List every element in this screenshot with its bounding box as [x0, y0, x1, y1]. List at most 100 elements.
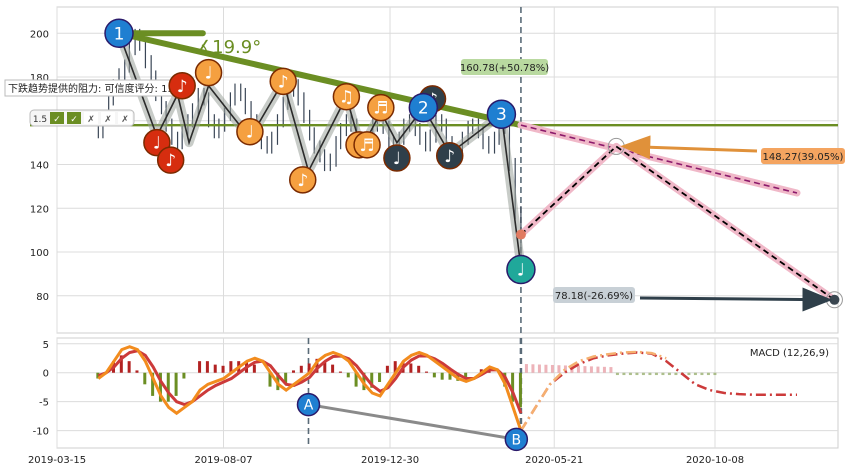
macd-projected-bar — [635, 372, 639, 376]
macd-projected-bar — [550, 364, 554, 373]
note-glyph: ♬ — [373, 99, 388, 119]
macd-histogram-bar — [432, 372, 436, 378]
macd-projected-bar — [557, 365, 561, 373]
note-marker — [269, 67, 297, 96]
note-marker — [194, 58, 223, 87]
macd-y-tick-label: -10 — [33, 427, 49, 438]
note-glyph: ♩ — [205, 64, 213, 84]
projection-arrow — [620, 135, 758, 160]
macd-projected-bar — [602, 366, 606, 373]
macd-histogram-bar — [385, 365, 389, 373]
price-y-tick-label: 200 — [30, 29, 49, 40]
macd-histogram-bar — [174, 372, 178, 396]
macd-histogram-bar — [425, 371, 429, 373]
price-y-tick-label: 140 — [30, 161, 49, 172]
macd-histogram-bar — [417, 365, 421, 373]
wave-label-text: 3 — [496, 105, 507, 125]
macd-histogram-bar — [143, 372, 147, 385]
note-glyph: ♩ — [393, 149, 401, 169]
x-tick-label: 2020-05-21 — [525, 455, 583, 466]
score-badge: ✗ — [87, 115, 95, 125]
score-badge: ✓ — [53, 115, 61, 125]
macd-histogram-bar — [127, 361, 131, 373]
note-marker — [332, 82, 361, 111]
macd-histogram-bar — [338, 371, 342, 373]
score-badge-bg — [50, 112, 64, 124]
resistance-note: 下跌趋势提供的阻力: 可信度评分: 1.5 — [8, 82, 177, 95]
note-marker — [353, 131, 381, 159]
macd-histogram-bar — [205, 361, 209, 373]
divergence-label: B — [512, 432, 522, 448]
macd-signal-line — [97, 349, 523, 414]
note-glyph: ♪ — [444, 147, 455, 167]
wave-label-text: 2 — [418, 99, 429, 119]
score-badge-bg — [101, 112, 115, 124]
macd-histogram-bar — [96, 372, 100, 379]
macd-projected-bar — [524, 364, 528, 373]
wave-label-text: 1 — [114, 24, 125, 44]
divergence-point-B — [504, 427, 529, 452]
score-badge-bg — [118, 112, 132, 124]
score-badge-bg — [84, 112, 98, 124]
projection-dashed — [520, 124, 798, 194]
macd-projected-bar — [674, 372, 678, 376]
macd-projected-bar — [583, 366, 587, 373]
note-glyph: ♪ — [297, 171, 308, 191]
note-glyph: ♫ — [339, 88, 354, 108]
macd-projected-bar — [654, 372, 658, 376]
macd-plot-area — [56, 337, 839, 449]
macd-histogram-bar — [252, 364, 256, 373]
macd-projected-bar — [713, 372, 717, 376]
price-y-tick-label: 120 — [30, 204, 49, 215]
macd-histogram-bar — [409, 363, 413, 373]
angle-label: ∡19.9° — [196, 37, 261, 58]
macd-histogram-bar — [378, 372, 382, 382]
macd-histogram-bar — [440, 372, 444, 380]
macd-projected-bar — [531, 364, 535, 373]
macd-line — [97, 345, 523, 432]
macd-projected-bar — [693, 372, 697, 376]
macd-title: MACD (12,26,9) — [750, 348, 829, 359]
price-panel: 80100120140160180200∡19.9°160.78(+50.78%… — [4, 6, 845, 334]
macd-histogram-bar — [182, 372, 186, 379]
note-marker — [435, 142, 464, 170]
score-badge-bg — [67, 112, 81, 124]
wave-label-3 — [486, 99, 517, 129]
projection-dashed — [615, 145, 835, 301]
macd-histogram-bar — [268, 372, 272, 387]
macd-histogram-bar — [518, 372, 522, 408]
projection-label-low-bg — [553, 287, 635, 303]
macd-projected-bar — [687, 372, 691, 376]
macd-projected-bar — [661, 372, 665, 376]
macd-y-tick-label: 0 — [43, 369, 49, 380]
macd-histogram-bar — [221, 365, 225, 373]
score-badge: ✗ — [121, 115, 129, 125]
macd-projected-signal — [519, 351, 797, 432]
macd-projected-bar — [563, 365, 567, 373]
score-badge: 1.5 — [33, 115, 47, 125]
macd-projected-bar — [596, 366, 600, 373]
macd-histogram-bar — [479, 369, 483, 373]
projection-label-upper-bg — [461, 59, 548, 75]
note-marker — [367, 93, 395, 122]
score-badge: ✗ — [104, 115, 112, 125]
note-marker — [168, 72, 196, 100]
macd-histogram-bar — [198, 361, 202, 373]
macd-projected-bar — [641, 372, 645, 376]
wave-label-2 — [408, 92, 439, 123]
projection-dashed — [520, 145, 617, 236]
divergence-label: A — [304, 398, 314, 414]
macd-y-tick-label: -5 — [39, 398, 49, 409]
note-glyph: ♪ — [165, 151, 176, 171]
macd-histogram-bar — [464, 372, 468, 379]
macd-projected-bar — [615, 372, 619, 376]
note-glyph: ♪ — [177, 77, 188, 97]
macd-projected-bar — [648, 372, 652, 376]
macd-projected-bar — [576, 365, 580, 373]
macd-histogram-bar — [315, 358, 319, 373]
price-y-tick-label: 100 — [30, 248, 49, 259]
note-glyph: ♬ — [359, 136, 374, 156]
macd-projected-bar — [628, 372, 632, 376]
wave-label-text: ♩ — [517, 261, 525, 281]
